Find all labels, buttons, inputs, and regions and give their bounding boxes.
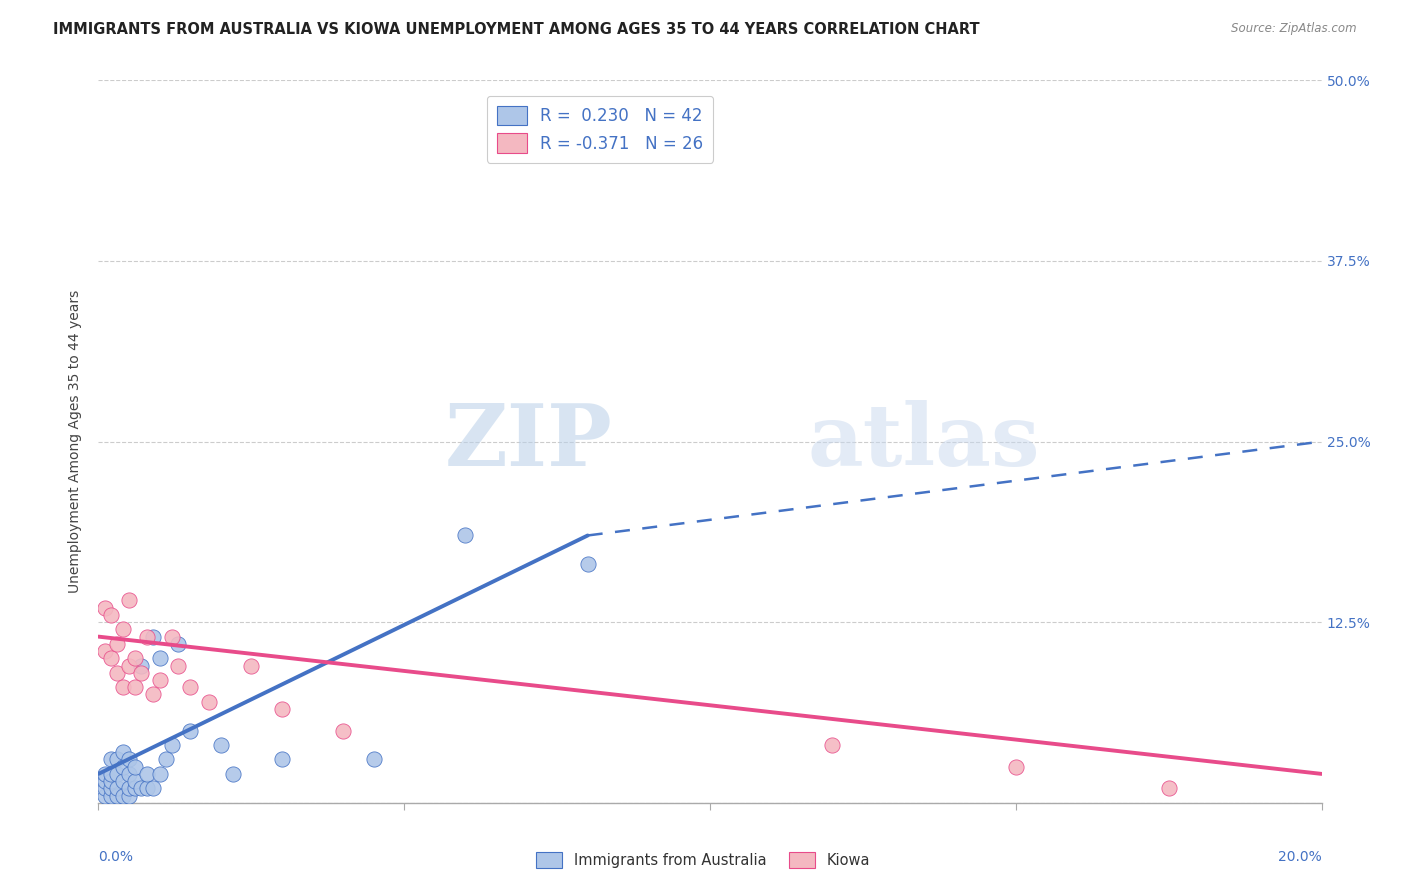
Point xyxy=(100,607,122,622)
Point xyxy=(821,738,844,752)
Point xyxy=(105,637,128,651)
Point xyxy=(111,623,134,637)
Legend: R =  0.230   N = 42, R = -0.371   N = 26: R = 0.230 N = 42, R = -0.371 N = 26 xyxy=(486,95,713,162)
Point xyxy=(363,752,385,766)
Point xyxy=(149,673,172,687)
Point xyxy=(136,767,159,781)
Point xyxy=(93,644,115,658)
Point xyxy=(160,630,183,644)
Point xyxy=(240,658,263,673)
Point xyxy=(100,789,122,803)
Point xyxy=(111,745,134,759)
Point xyxy=(167,637,190,651)
Point xyxy=(100,774,122,789)
Point xyxy=(222,767,245,781)
Point xyxy=(124,774,146,789)
Y-axis label: Unemployment Among Ages 35 to 44 years: Unemployment Among Ages 35 to 44 years xyxy=(69,290,83,593)
Point xyxy=(105,752,128,766)
Point xyxy=(111,789,134,803)
Point xyxy=(1004,760,1026,774)
Point xyxy=(136,630,159,644)
Point xyxy=(100,651,122,665)
Point xyxy=(160,738,183,752)
Point xyxy=(1157,781,1180,796)
Point xyxy=(209,738,232,752)
Point xyxy=(93,781,115,796)
Point xyxy=(118,658,141,673)
Point xyxy=(149,651,172,665)
Point xyxy=(197,695,219,709)
Point xyxy=(105,665,128,680)
Point xyxy=(93,789,115,803)
Point xyxy=(179,723,201,738)
Point xyxy=(270,752,292,766)
Point xyxy=(129,781,152,796)
Point xyxy=(129,658,152,673)
Point xyxy=(111,680,134,694)
Point xyxy=(118,789,141,803)
Point xyxy=(576,558,599,572)
Point xyxy=(179,680,201,694)
Point xyxy=(100,767,122,781)
Text: atlas: atlas xyxy=(808,400,1040,483)
Point xyxy=(100,752,122,766)
Point xyxy=(167,658,190,673)
Point xyxy=(111,774,134,789)
Point xyxy=(142,687,165,701)
Point xyxy=(332,723,354,738)
Point xyxy=(105,789,128,803)
Point xyxy=(149,767,172,781)
Point xyxy=(105,767,128,781)
Point xyxy=(118,752,141,766)
Point xyxy=(270,702,292,716)
Point xyxy=(100,781,122,796)
Point xyxy=(155,752,177,766)
Point xyxy=(118,767,141,781)
Point xyxy=(136,781,159,796)
Legend: Immigrants from Australia, Kiowa: Immigrants from Australia, Kiowa xyxy=(530,847,876,874)
Point xyxy=(124,680,146,694)
Point xyxy=(93,774,115,789)
Text: Source: ZipAtlas.com: Source: ZipAtlas.com xyxy=(1232,22,1357,36)
Text: ZIP: ZIP xyxy=(444,400,612,483)
Point xyxy=(142,630,165,644)
Text: 0.0%: 0.0% xyxy=(98,850,134,863)
Point xyxy=(129,665,152,680)
Point xyxy=(124,781,146,796)
Text: IMMIGRANTS FROM AUSTRALIA VS KIOWA UNEMPLOYMENT AMONG AGES 35 TO 44 YEARS CORREL: IMMIGRANTS FROM AUSTRALIA VS KIOWA UNEMP… xyxy=(53,22,980,37)
Text: 20.0%: 20.0% xyxy=(1278,850,1322,863)
Point xyxy=(118,593,141,607)
Point xyxy=(105,781,128,796)
Point xyxy=(124,760,146,774)
Point xyxy=(93,600,115,615)
Point xyxy=(454,528,477,542)
Point xyxy=(142,781,165,796)
Point xyxy=(124,651,146,665)
Point xyxy=(118,781,141,796)
Point xyxy=(111,760,134,774)
Point xyxy=(93,767,115,781)
